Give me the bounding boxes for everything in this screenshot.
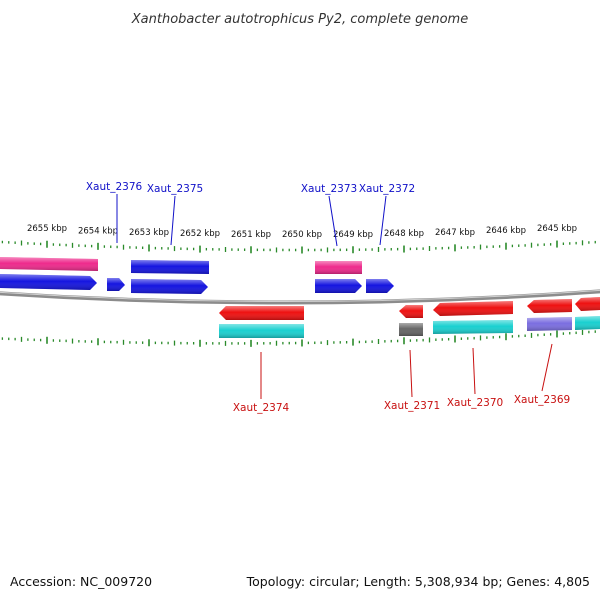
inner-ruler-ticks <box>1 329 596 347</box>
gene-label-xaut-2376[interactable]: Xaut_2376 <box>86 181 143 193</box>
scale-label: 2653 kbp <box>129 228 169 238</box>
genome-backbone-highlight <box>0 289 600 303</box>
scale-label: 2655 kbp <box>27 224 67 234</box>
forward-genes <box>0 274 394 294</box>
gene-label-xaut-2371[interactable]: Xaut_2371 <box>384 400 440 412</box>
scale-labels: 2655 kbp 2654 kbp 2653 kbp 2652 kbp 2651 kbp… <box>27 224 577 240</box>
reverse-gene-labels: Xaut_2374 Xaut_2371 Xaut_2370 Xaut_2369 <box>233 343 570 414</box>
forward-gene-labels: Xaut_2376 Xaut_2375 Xaut_2373 Xaut_2372 <box>86 181 415 247</box>
accession-text: Accession: NC_009720 <box>10 574 152 589</box>
reverse-features <box>219 316 600 338</box>
gene-label-xaut-2373[interactable]: Xaut_2373 <box>301 183 357 195</box>
gene-label-xaut-2369[interactable]: Xaut_2369 <box>514 394 570 406</box>
genome-backbone <box>0 289 600 305</box>
scale-label: 2646 kbp <box>486 226 526 236</box>
reverse-genes <box>219 297 600 320</box>
scale-label: 2652 kbp <box>180 229 220 239</box>
gene-label-xaut-2375[interactable]: Xaut_2375 <box>147 183 203 195</box>
scale-label: 2647 kbp <box>435 228 475 238</box>
scale-label: 2648 kbp <box>384 229 424 239</box>
scale-label: 2651 kbp <box>231 230 271 240</box>
map-title: Xanthobacter autotrophicus Py2, complete… <box>131 12 468 27</box>
genome-summary-text: Topology: circular; Length: 5,308,934 bp… <box>246 574 590 589</box>
scale-label: 2650 kbp <box>282 230 322 240</box>
outer-ruler-ticks <box>1 240 596 254</box>
gene-label-xaut-2370[interactable]: Xaut_2370 <box>447 397 503 409</box>
scale-label: 2649 kbp <box>333 230 373 240</box>
forward-features <box>0 257 362 274</box>
scale-label: 2654 kbp <box>78 226 118 236</box>
gene-label-xaut-2372[interactable]: Xaut_2372 <box>359 183 415 195</box>
gene-label-xaut-2374[interactable]: Xaut_2374 <box>233 402 290 414</box>
scale-label: 2645 kbp <box>537 224 577 234</box>
